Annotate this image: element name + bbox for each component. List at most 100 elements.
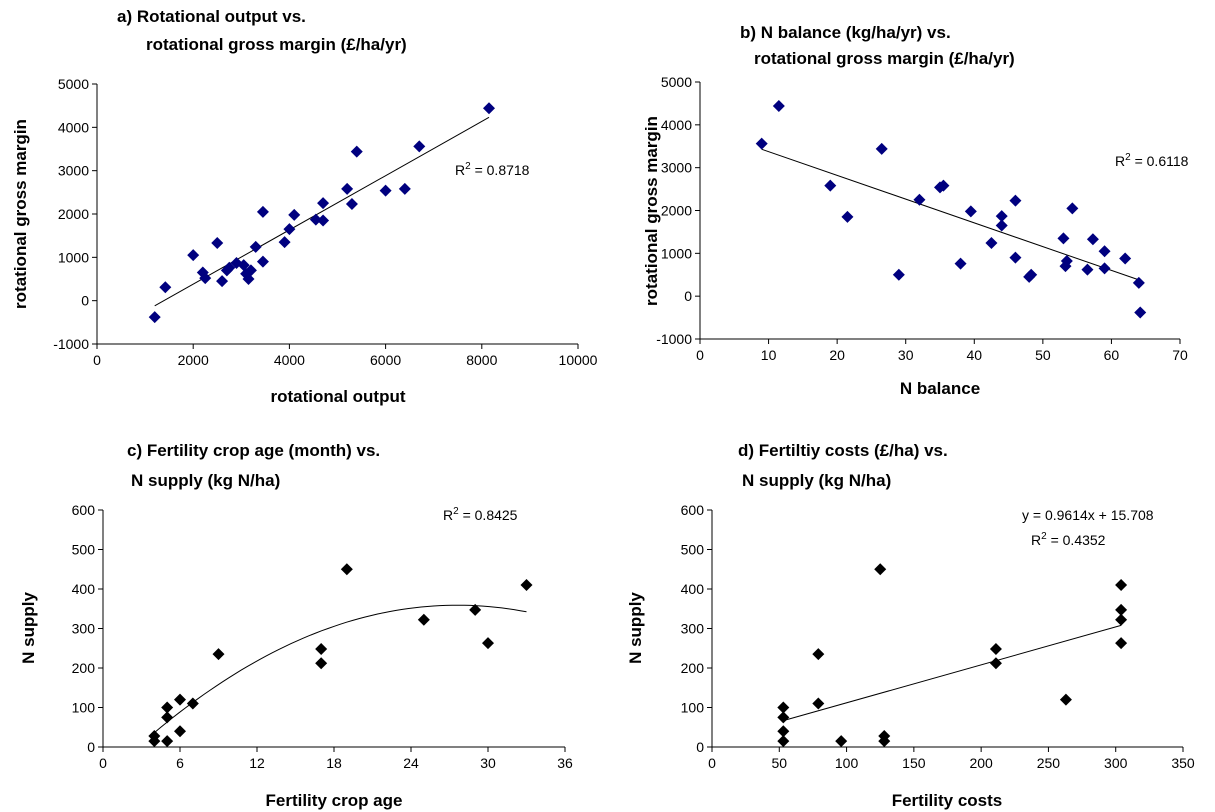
chart-c-point bbox=[417, 613, 430, 626]
chart-c-point bbox=[469, 603, 482, 616]
chart-c-xtick-label: 30 bbox=[480, 755, 496, 771]
chart-a-ytick-label: 3000 bbox=[58, 163, 89, 179]
chart-b-title-line2: rotational gross margin (£/ha/yr) bbox=[754, 49, 1015, 68]
chart-b-xtick-label: 30 bbox=[898, 347, 914, 363]
chart-c-point bbox=[340, 563, 353, 576]
chart-a-point bbox=[413, 140, 426, 153]
chart-a-point bbox=[350, 145, 363, 158]
chart-b-ytick-label: -1000 bbox=[656, 331, 692, 347]
chart-d: d) Fertiltiy costs (£/ha) vs. N supply (k… bbox=[626, 441, 1195, 810]
chart-d-point bbox=[812, 697, 825, 710]
chart-b-point bbox=[995, 210, 1008, 223]
chart-c-ytick-label: 300 bbox=[72, 621, 96, 637]
chart-d-point bbox=[874, 563, 887, 576]
chart-b-ytick-label: 5000 bbox=[661, 74, 692, 90]
chart-a-point bbox=[187, 249, 200, 262]
chart-b-ytick-label: 4000 bbox=[661, 117, 692, 133]
chart-b-xtick-label: 0 bbox=[696, 347, 704, 363]
chart-d-point bbox=[1115, 613, 1128, 626]
chart-a-point bbox=[159, 281, 172, 294]
chart-c-point bbox=[174, 725, 186, 738]
chart-a-title-line2: rotational gross margin (£/ha/yr) bbox=[146, 35, 407, 54]
chart-c-point bbox=[520, 579, 533, 592]
chart-c-ytick-label: 500 bbox=[72, 542, 96, 558]
chart-a-point bbox=[283, 223, 296, 236]
chart-d-xtick-label: 100 bbox=[835, 755, 859, 771]
chart-b-xtick-label: 70 bbox=[1172, 347, 1188, 363]
chart-c-xtick-label: 18 bbox=[326, 755, 342, 771]
chart-c-xtick-label: 36 bbox=[557, 755, 573, 771]
chart-d-ytick-label: 200 bbox=[681, 660, 705, 676]
chart-b-point bbox=[824, 179, 837, 192]
chart-b-point bbox=[772, 99, 785, 112]
chart-b-xlabel: N balance bbox=[900, 379, 980, 398]
chart-c-point bbox=[482, 637, 494, 650]
chart-b-title-line1: b) N balance (kg/ha/yr) vs. bbox=[740, 23, 951, 42]
chart-b-point bbox=[954, 257, 967, 270]
chart-c-xtick-label: 12 bbox=[249, 755, 265, 771]
chart-c-title-line1: c) Fertility crop age (month) vs. bbox=[127, 441, 380, 460]
chart-c-ylabel: N supply bbox=[19, 592, 38, 664]
chart-a-point bbox=[216, 275, 229, 288]
chart-d-point bbox=[1115, 637, 1128, 650]
chart-a-point bbox=[199, 272, 212, 285]
chart-d-point bbox=[1115, 603, 1128, 616]
chart-b-point bbox=[1009, 194, 1022, 207]
chart-c-point bbox=[148, 729, 161, 742]
chart-a-point bbox=[256, 255, 269, 268]
chart-b-trendline bbox=[761, 148, 1140, 281]
chart-a-point bbox=[244, 264, 257, 277]
chart-a-point bbox=[148, 311, 161, 324]
chart-c-xtick-label: 0 bbox=[99, 755, 107, 771]
chart-b-point bbox=[995, 219, 1008, 232]
chart-b-xtick-label: 40 bbox=[966, 347, 982, 363]
chart-b-point bbox=[1134, 306, 1147, 319]
chart-c-xlabel: Fertility crop age bbox=[266, 791, 403, 810]
chart-b-ylabel: rotational gross margin bbox=[642, 116, 661, 306]
chart-a-ytick-label: 2000 bbox=[58, 206, 89, 222]
chart-d-ytick-label: 0 bbox=[696, 739, 704, 755]
chart-a-point bbox=[309, 213, 322, 226]
chart-d-point bbox=[777, 725, 790, 738]
chart-d-point bbox=[989, 657, 1002, 670]
chart-d-title-line2: N supply (kg N/ha) bbox=[742, 471, 891, 490]
chart-c-point bbox=[174, 693, 186, 706]
chart-b-point bbox=[892, 268, 905, 281]
chart-d-ytick-label: 100 bbox=[681, 700, 705, 716]
chart-d-xtick-label: 350 bbox=[1171, 755, 1195, 771]
chart-d-point bbox=[1059, 693, 1072, 706]
chart-a-point bbox=[317, 214, 330, 227]
chart-b-point bbox=[841, 210, 854, 223]
chart-a-point bbox=[379, 184, 392, 197]
chart-a-ytick-label: 0 bbox=[81, 293, 89, 309]
chart-d-xtick-label: 300 bbox=[1104, 755, 1128, 771]
chart-d-xtick-label: 200 bbox=[969, 755, 993, 771]
chart-c-ytick-label: 0 bbox=[87, 739, 95, 755]
chart-d-trendline bbox=[783, 624, 1122, 722]
chart-b: b) N balance (kg/ha/yr) vs. rotational gr… bbox=[642, 23, 1189, 398]
chart-a-trendline bbox=[154, 116, 490, 307]
chart-b-point bbox=[1009, 251, 1022, 264]
chart-d-point bbox=[989, 643, 1002, 656]
chart-b-point bbox=[1025, 268, 1038, 281]
chart-d-ytick-label: 500 bbox=[681, 542, 705, 558]
chart-b-point bbox=[755, 137, 768, 150]
chart-c-ytick-label: 600 bbox=[72, 502, 96, 518]
chart-d-ytick-label: 300 bbox=[681, 621, 705, 637]
chart-b-point bbox=[1086, 233, 1099, 246]
chart-b-point bbox=[1098, 262, 1111, 275]
chart-a-xtick-label: 4000 bbox=[274, 352, 305, 368]
chart-b-point bbox=[964, 205, 977, 218]
chart-a-point bbox=[237, 259, 250, 272]
chart-c-title-line2: N supply (kg N/ha) bbox=[131, 471, 280, 490]
chart-b-point bbox=[875, 142, 888, 155]
chart-a-point bbox=[256, 205, 269, 218]
chart-d-ytick-label: 600 bbox=[681, 502, 705, 518]
chart-d-annotation: R2 = 0.4352 bbox=[1031, 531, 1106, 548]
chart-b-xtick-label: 50 bbox=[1035, 347, 1051, 363]
chart-b-point bbox=[937, 179, 950, 192]
chart-d-annotation: y = 0.9614x + 15.708 bbox=[1022, 507, 1154, 523]
chart-b-xtick-label: 20 bbox=[829, 347, 845, 363]
chart-d-xtick-label: 150 bbox=[902, 755, 926, 771]
